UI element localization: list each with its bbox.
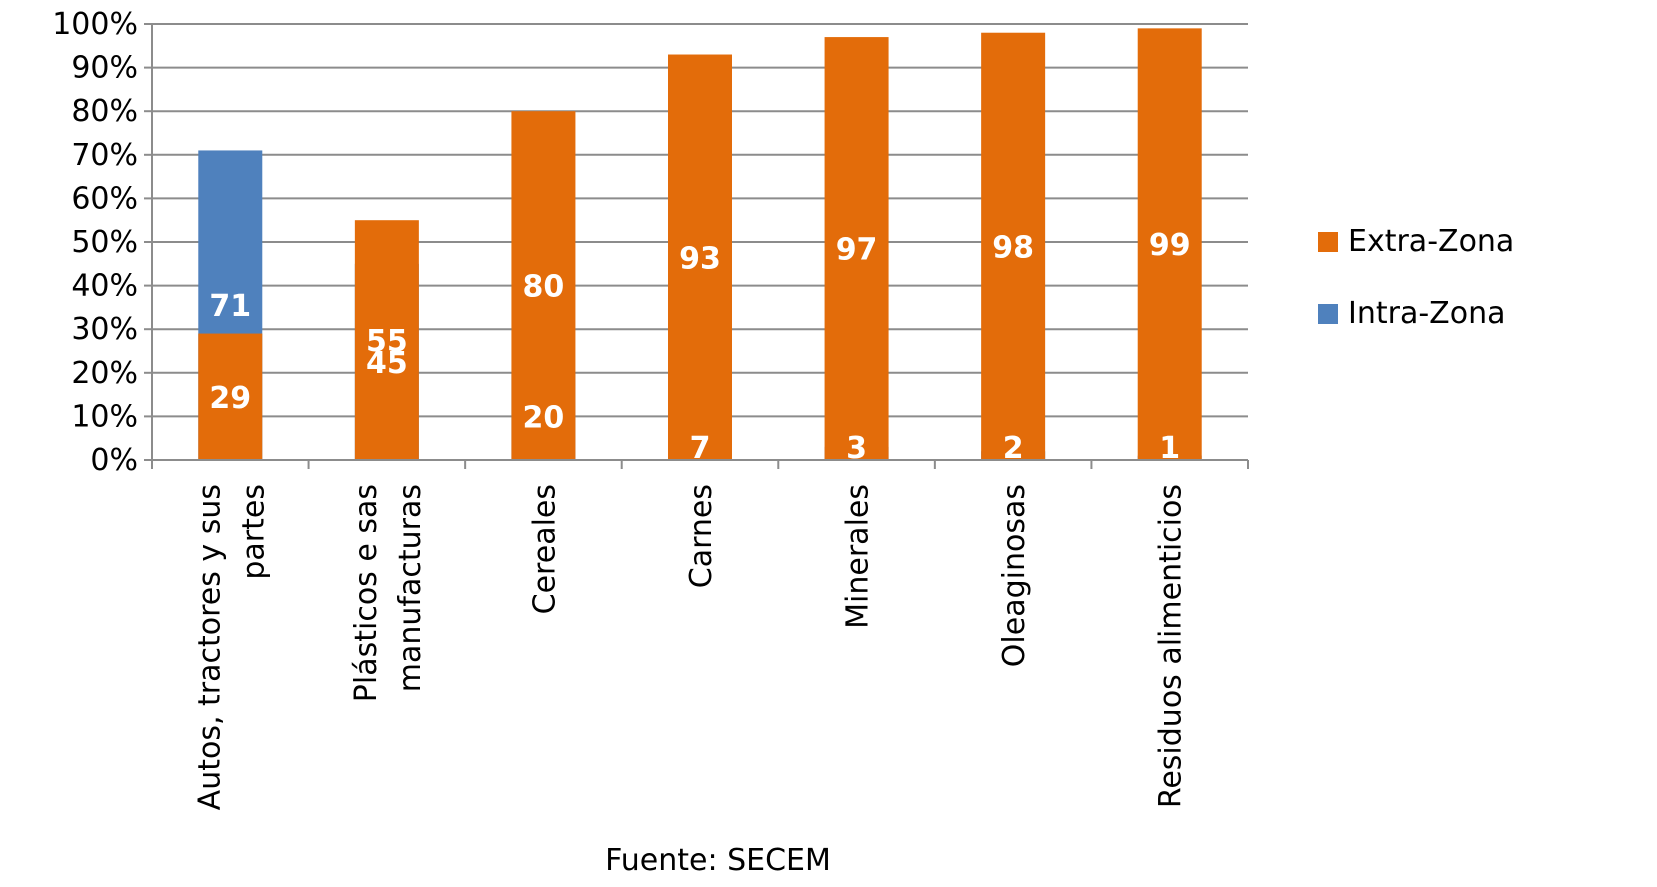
- x-category-label: Minerales: [841, 484, 876, 629]
- data-label: 71: [209, 289, 251, 324]
- x-category-label-line: Plásticos e sas: [349, 484, 384, 702]
- y-tick-label: 60%: [71, 181, 138, 216]
- bar-extra: [668, 54, 732, 461]
- legend-label: Intra-Zona: [1348, 296, 1505, 331]
- data-label: 45: [366, 346, 408, 381]
- x-category-label: Residuos alimenticios: [1154, 484, 1189, 808]
- data-label: 7: [690, 431, 711, 466]
- y-tick-label: 30%: [71, 312, 138, 347]
- source-note: Fuente: SECEM: [605, 843, 831, 878]
- legend-swatch: [1318, 304, 1338, 324]
- x-category-label: Autos, tractores y sus partes: [192, 484, 271, 810]
- x-category-label-line: Oleaginosas: [997, 484, 1032, 667]
- data-label: 3: [846, 431, 867, 466]
- legend-label: Extra-Zona: [1348, 224, 1514, 259]
- y-tick-label: 80%: [71, 94, 138, 129]
- bar-extra: [1137, 28, 1202, 461]
- x-category-label: Carnes: [684, 484, 719, 588]
- x-category-label-line: manufacturas: [393, 484, 428, 692]
- data-label: 1: [1159, 431, 1180, 466]
- y-tick-label: 10%: [71, 399, 138, 434]
- data-label: 20: [523, 400, 565, 435]
- axes: [144, 23, 1249, 469]
- data-label: 80: [523, 270, 565, 305]
- x-category-labels: Autos, tractores y sus partes Plásticos e …: [192, 484, 1188, 810]
- data-label: 93: [679, 241, 721, 276]
- data-label: 2: [1003, 431, 1024, 466]
- legend-swatch: [1318, 232, 1338, 252]
- data-label: 98: [992, 230, 1034, 265]
- x-category-label-line: Autos, tractores y sus: [192, 484, 227, 810]
- bar-extra: [981, 32, 1046, 460]
- bar-extra: [511, 111, 576, 460]
- data-label: 29: [209, 381, 251, 416]
- y-tick-label: 0%: [90, 443, 138, 478]
- bars: [198, 28, 1202, 461]
- bar-extra: [198, 333, 263, 460]
- legend: Extra-Zona Intra-Zona: [1318, 224, 1514, 331]
- y-tick-label: 70%: [71, 138, 138, 173]
- y-tick-labels: 0% 10% 20% 30% 40% 50% 60% 70% 80% 90% 100%: [52, 7, 138, 478]
- y-tick-label: 100%: [52, 7, 138, 42]
- y-tick-label: 40%: [71, 269, 138, 304]
- x-category-label-line: Minerales: [841, 484, 876, 629]
- data-label: 97: [836, 233, 878, 268]
- y-tick-label: 20%: [71, 356, 138, 391]
- bar-extra: [354, 220, 419, 460]
- x-category-label: Oleaginosas: [997, 484, 1032, 667]
- data-label: 55: [366, 324, 408, 359]
- x-category-label: Cereales: [527, 484, 562, 614]
- x-category-label-line: Cereales: [527, 484, 562, 614]
- x-category-label-line: partes: [236, 484, 271, 580]
- y-tick-label: 50%: [71, 225, 138, 260]
- x-category-label: Plásticos e sas manufacturas: [349, 484, 428, 702]
- data-label: 99: [1149, 228, 1191, 263]
- x-category-label-line: Residuos alimenticios: [1154, 484, 1189, 808]
- x-category-label-line: Carnes: [684, 484, 719, 588]
- y-tick-label: 90%: [71, 51, 138, 86]
- bar-extra: [824, 37, 889, 461]
